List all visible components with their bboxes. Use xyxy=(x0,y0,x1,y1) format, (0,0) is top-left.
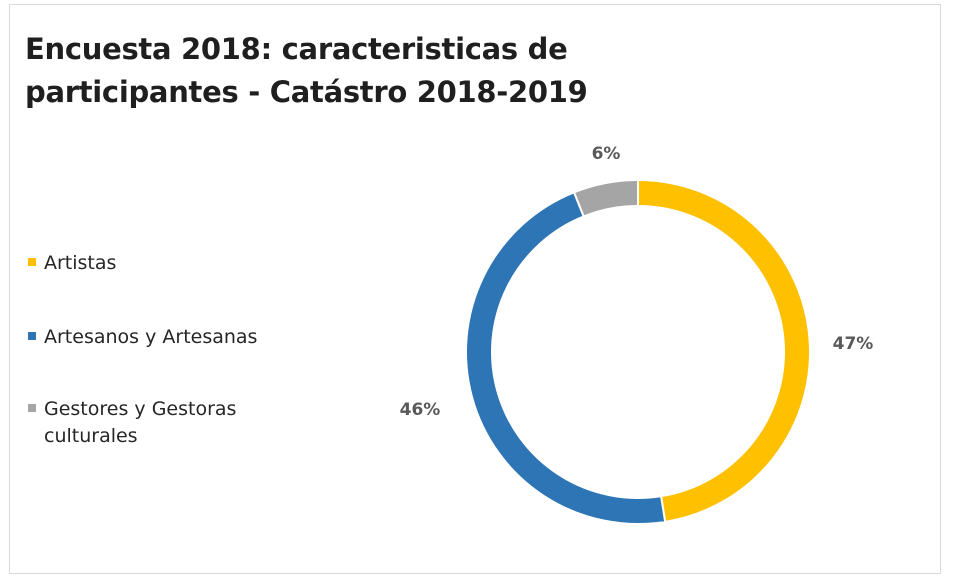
legend-swatch-artesanos xyxy=(28,332,36,340)
legend-item-artistas[interactable]: Artistas xyxy=(28,250,294,277)
chart-title: Encuesta 2018: caracteristicas de partic… xyxy=(25,32,588,109)
slice-gestores[interactable] xyxy=(572,178,639,218)
legend-item-gestores[interactable]: Gestores y Gestoras culturales xyxy=(28,396,264,450)
legend-label-gestores: Gestores y Gestoras culturales xyxy=(44,398,237,447)
legend-label-artistas: Artistas xyxy=(44,252,117,274)
donut-slices xyxy=(465,178,811,525)
legend-item-artesanos[interactable]: Artesanos y Artesanas xyxy=(28,324,294,351)
legend-swatch-artistas xyxy=(28,258,36,266)
legend-swatch-gestores xyxy=(28,404,36,412)
legend-label-artesanos: Artesanos y Artesanas xyxy=(44,326,258,348)
